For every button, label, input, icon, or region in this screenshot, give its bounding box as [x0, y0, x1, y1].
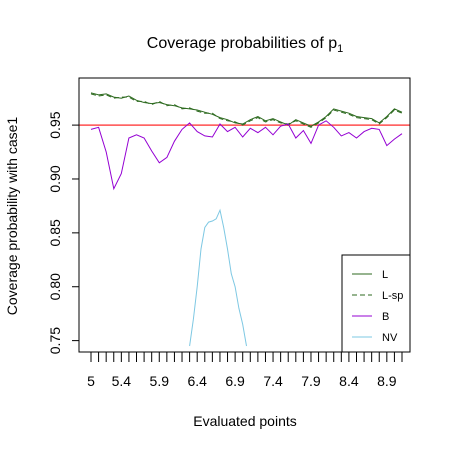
chart-title-text: Coverage probabilities of p: [147, 35, 337, 52]
y-tick-label: 0.90: [47, 165, 63, 192]
x-tick-label: 5: [87, 373, 95, 389]
x-tick-label: 8.9: [377, 373, 397, 389]
x-tick-label: 6.4: [187, 373, 207, 389]
x-axis: 5 5.4 5.9 6.4 6.9 7.4 7.9 8.4 8.9: [87, 352, 403, 389]
plot-frame: [78, 77, 411, 353]
legend-label: L-sp: [382, 290, 403, 302]
plot-area: [79, 92, 410, 347]
legend: L L-sp B NV: [341, 254, 411, 353]
chart-title-subscript: 1: [337, 43, 343, 55]
y-tick-label: 0.80: [47, 273, 63, 300]
series-line-l: [90, 92, 403, 127]
x-axis-label: Evaluated points: [193, 413, 297, 429]
y-tick-label: 0.85: [47, 219, 63, 246]
legend-label: B: [382, 311, 389, 323]
legend-box: [341, 254, 411, 353]
x-tick-label: 5.4: [112, 373, 132, 389]
legend-label: NV: [382, 332, 398, 344]
x-tick-label: 5.9: [150, 373, 170, 389]
y-axis: 0.75 0.80 0.85 0.90 0.95: [47, 111, 79, 354]
x-tick-label: 7.9: [301, 373, 321, 389]
series-line-b: [90, 120, 403, 191]
y-tick-label: 0.95: [47, 111, 63, 138]
series-line-l-sp: [90, 93, 403, 128]
x-tick-label: 8.4: [339, 373, 359, 389]
y-tick-label: 0.75: [47, 327, 63, 354]
legend-label: L: [382, 269, 388, 281]
series-line-nv: [189, 208, 247, 347]
x-tick-label: 6.9: [225, 373, 245, 389]
x-tick-label: 7.4: [263, 373, 283, 389]
y-axis-label: Coverage probability with case1: [4, 117, 20, 316]
chart-title: Coverage probabilities of p1: [147, 35, 343, 55]
